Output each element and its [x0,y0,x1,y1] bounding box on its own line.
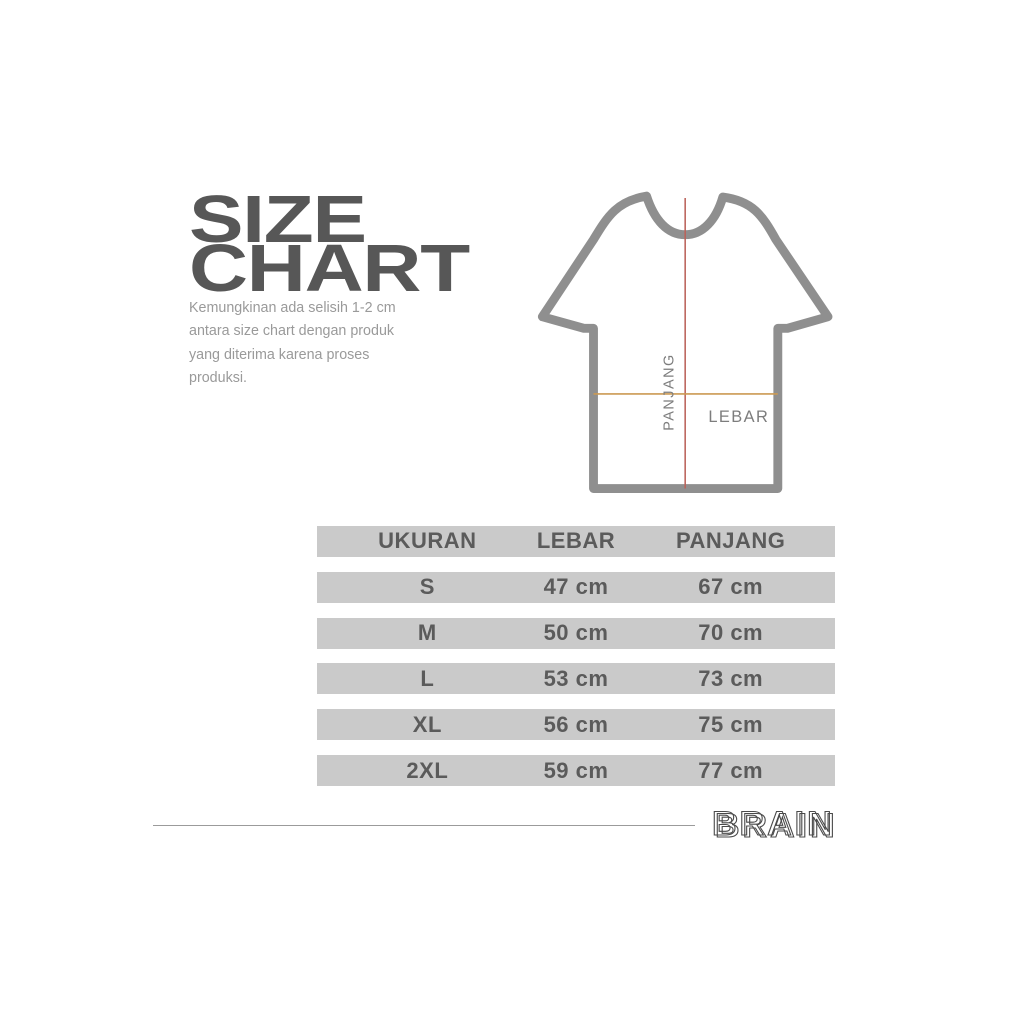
svg-text:LEBAR: LEBAR [708,408,769,426]
svg-text:PANJANG: PANJANG [662,353,678,430]
